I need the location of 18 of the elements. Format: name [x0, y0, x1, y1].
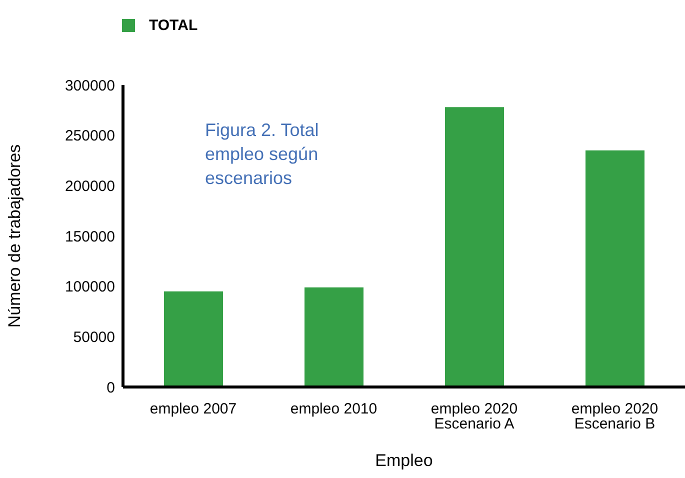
- bar: [304, 287, 364, 387]
- y-tick-label: 250000: [64, 128, 115, 145]
- y-tick-label: 50000: [73, 328, 115, 346]
- y-tick-label: 100000: [64, 278, 115, 296]
- bar: [586, 150, 644, 387]
- x-tick-label: empleo 2010: [290, 400, 378, 418]
- bar: [445, 107, 504, 387]
- y-tick-label: 150000: [64, 228, 115, 246]
- x-tick-label: empleo 2020 Escenario B: [571, 400, 658, 433]
- y-tick-label: 300000: [64, 77, 115, 94]
- x-tick-label: empleo 2020 Escenario A: [430, 400, 518, 433]
- y-tick-label: 0: [106, 379, 115, 396]
- y-tick-label: 200000: [64, 178, 115, 195]
- bar: [164, 291, 223, 387]
- x-axis-title: Empleo: [375, 451, 433, 470]
- x-tick-label: empleo 2007: [150, 400, 237, 418]
- figure-caption: Figura 2. Total empleo según escenarios: [205, 119, 320, 190]
- legend-label: TOTAL: [149, 17, 198, 34]
